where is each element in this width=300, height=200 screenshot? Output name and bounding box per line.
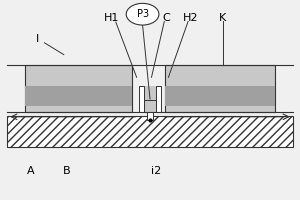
Text: I: I	[35, 34, 39, 44]
Text: C: C	[163, 13, 170, 23]
Text: H2: H2	[183, 13, 199, 23]
Bar	[139, 86, 144, 112]
Bar	[147, 112, 153, 120]
Text: A: A	[27, 166, 35, 176]
Bar	[144, 100, 156, 112]
Bar	[165, 64, 275, 112]
Text: i2: i2	[151, 166, 161, 176]
Bar	[165, 86, 275, 106]
Text: H1: H1	[104, 13, 119, 23]
Bar	[144, 86, 156, 100]
Bar	[7, 116, 293, 147]
Text: P3: P3	[136, 9, 148, 19]
Bar	[156, 86, 161, 112]
Bar	[25, 64, 132, 112]
Circle shape	[126, 3, 159, 25]
Text: K: K	[219, 13, 226, 23]
Bar	[25, 86, 132, 106]
Text: B: B	[63, 166, 70, 176]
